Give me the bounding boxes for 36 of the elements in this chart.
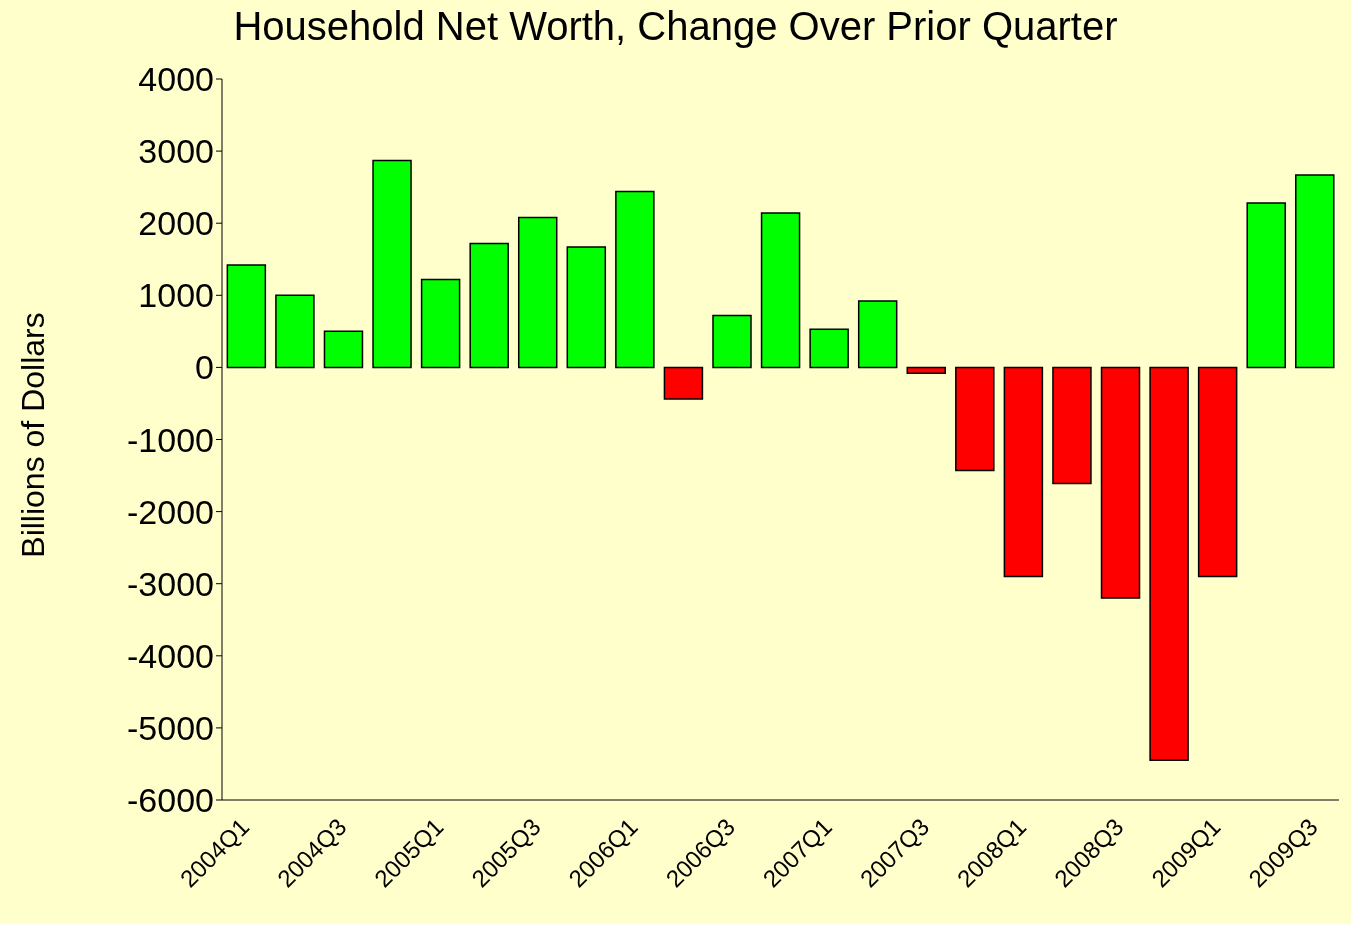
bar — [420, 278, 461, 369]
y-tick-label: -5000 — [127, 708, 214, 747]
bar — [323, 330, 364, 369]
bar — [663, 366, 704, 400]
bar — [1149, 366, 1189, 762]
bar — [760, 212, 801, 369]
bar — [566, 246, 607, 369]
y-tick-label: 0 — [195, 348, 214, 387]
bar — [1197, 366, 1238, 578]
bar — [712, 314, 752, 369]
bar — [809, 328, 849, 369]
bar — [1246, 202, 1286, 369]
bar — [955, 366, 995, 472]
bar — [1100, 366, 1141, 599]
y-tick-label: -6000 — [127, 781, 214, 820]
bar — [517, 216, 558, 369]
bar — [275, 294, 315, 369]
y-tick-label: 3000 — [138, 132, 214, 171]
bar — [1295, 174, 1335, 369]
bar — [1052, 366, 1092, 485]
y-tick-label: -2000 — [127, 492, 214, 531]
y-tick-label: 4000 — [138, 60, 214, 99]
bar — [906, 366, 947, 374]
bar — [469, 242, 509, 369]
bar — [857, 300, 898, 369]
y-tick-label: -1000 — [127, 420, 214, 459]
bar — [226, 264, 267, 369]
bar — [372, 159, 412, 369]
y-axis-title: Billions of Dollars — [14, 312, 52, 558]
y-tick-label: -3000 — [127, 564, 214, 603]
y-tick-label: 2000 — [138, 204, 214, 243]
bar — [1003, 366, 1044, 578]
y-tick-label: 1000 — [138, 276, 214, 315]
chart-title: Household Net Worth, Change Over Prior Quarter — [232, 4, 1119, 49]
y-tick-label: -4000 — [127, 636, 214, 675]
bar — [615, 190, 655, 369]
